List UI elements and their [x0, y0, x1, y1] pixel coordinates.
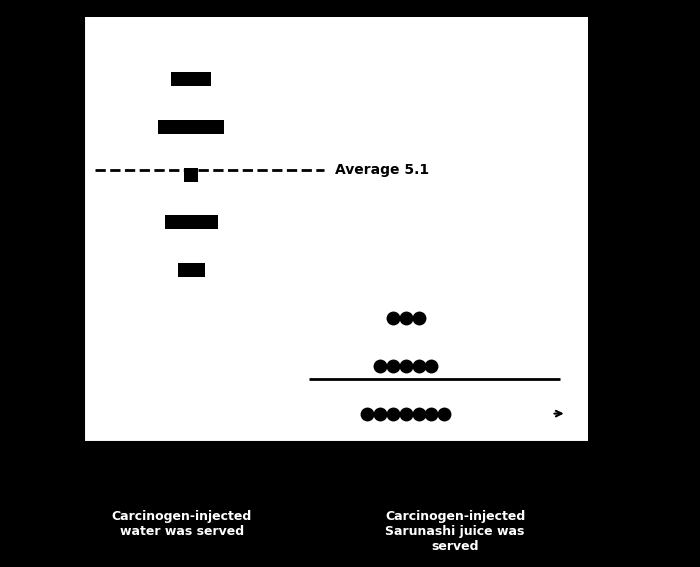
Point [413, 409, 424, 418]
Point [173, 75, 184, 84]
Point [426, 409, 437, 418]
Point [205, 218, 216, 227]
Point [387, 361, 398, 370]
Point [361, 409, 372, 418]
Text: Average 5.1: Average 5.1 [335, 163, 429, 177]
Point [192, 266, 203, 275]
Point [387, 314, 398, 323]
Point [387, 409, 398, 418]
Point [426, 361, 437, 370]
Point [400, 361, 412, 370]
Point [199, 75, 210, 84]
Point [211, 122, 223, 132]
Point [186, 170, 197, 179]
Point [179, 266, 190, 275]
Text: Carcinogen-injected
Sarunashi juice was
served: Carcinogen-injected Sarunashi juice was … [385, 510, 525, 553]
Point [413, 361, 424, 370]
Point [186, 75, 197, 84]
Point [400, 314, 412, 323]
Point [186, 122, 197, 132]
Text: Carcinogen-injected
water was served: Carcinogen-injected water was served [112, 510, 252, 538]
Point [400, 409, 412, 418]
Point [439, 409, 450, 418]
Point [199, 122, 210, 132]
Point [179, 218, 190, 227]
Point [374, 409, 386, 418]
Point [192, 218, 203, 227]
Point [167, 218, 178, 227]
Point [374, 361, 386, 370]
Point [413, 314, 424, 323]
Point [160, 122, 171, 132]
Point [173, 122, 184, 132]
